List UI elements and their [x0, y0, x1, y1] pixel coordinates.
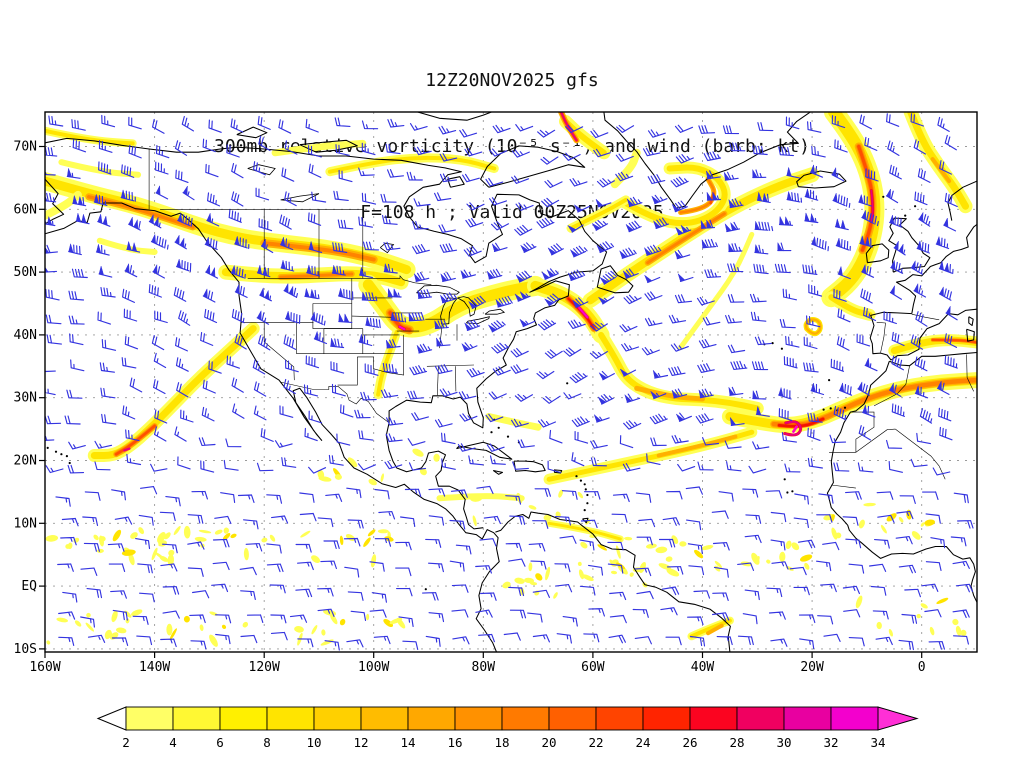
x-axis-label: 120W: [249, 660, 280, 675]
colorbar-segment: [360, 706, 409, 731]
axes-layer: 160W 140W 120W 100W 80W 60W 40W 20W 0 70N 60N 50N 40…: [14, 111, 978, 675]
colorbar-label: 2: [122, 735, 130, 750]
x-axis-label: 40W: [691, 660, 715, 675]
colorbar-label: 10: [306, 735, 321, 750]
wind-barbs-layer: [45, 113, 974, 651]
colorbar-segment: [125, 706, 174, 731]
colorbar-under-arrow: [96, 706, 127, 731]
y-axis-label: 40N: [14, 328, 37, 343]
colorbar: 2 4 6 8 10 12 14 16 18 20 22 24 26 28 30 32 34: [96, 706, 919, 750]
colorbar-segment: [689, 706, 738, 731]
colorbar-label: 8: [263, 735, 271, 750]
x-axis-label: 60W: [581, 660, 605, 675]
y-axis-label: 50N: [14, 265, 37, 280]
colorbar-segment: [783, 706, 832, 731]
colorbar-segment: [407, 706, 456, 731]
political-borders-layer: [148, 149, 974, 489]
colorbar-label: 30: [776, 735, 791, 750]
colorbar-label: 4: [169, 735, 177, 750]
colorbar-label: 22: [588, 735, 603, 750]
x-axis-label: 20W: [800, 660, 824, 675]
y-axis-label: 60N: [14, 202, 37, 217]
colorbar-segment: [266, 706, 315, 731]
x-axis-label: 140W: [139, 660, 170, 675]
colorbar-segment: [642, 706, 691, 731]
chart-title-run: 12Z20NOV2025 gfs: [425, 70, 599, 91]
colorbar-segment: [313, 706, 362, 731]
y-axis-label: 20N: [14, 454, 37, 469]
colorbar-segment: [830, 706, 879, 731]
colorbar-segment: [172, 706, 221, 731]
y-axis-label: 70N: [14, 140, 37, 155]
colorbar-label: 32: [823, 735, 838, 750]
colorbar-over-arrow: [877, 706, 919, 731]
colorbar-label: 26: [682, 735, 697, 750]
colorbar-label: 20: [541, 735, 556, 750]
colorbar-segment: [501, 706, 550, 731]
colorbar-label: 16: [447, 735, 462, 750]
x-axis-label: 0: [918, 660, 926, 675]
islands-layer: [46, 195, 917, 591]
vorticity-shading-layer: [45, 112, 977, 647]
y-axis-label: EQ: [21, 579, 37, 594]
y-axis-label: 10N: [14, 516, 37, 531]
colorbar-label: 18: [494, 735, 509, 750]
colorbar-label: 14: [400, 735, 415, 750]
colorbar-label: 34: [870, 735, 885, 750]
x-axis-label: 160W: [29, 660, 60, 675]
y-axis-label: 30N: [14, 391, 37, 406]
x-axis-label: 100W: [358, 660, 389, 675]
colorbar-label: 12: [353, 735, 368, 750]
x-axis-label: 80W: [472, 660, 496, 675]
colorbar-segment: [736, 706, 785, 731]
colorbar-segment: [548, 706, 597, 731]
colorbar-segment: [219, 706, 268, 731]
colorbar-label: 28: [729, 735, 744, 750]
colorbar-label: 24: [635, 735, 650, 750]
y-axis-label: 10S: [14, 642, 37, 657]
colorbar-segment: [454, 706, 503, 731]
colorbar-label: 6: [216, 735, 224, 750]
colorbar-segment: [595, 706, 644, 731]
